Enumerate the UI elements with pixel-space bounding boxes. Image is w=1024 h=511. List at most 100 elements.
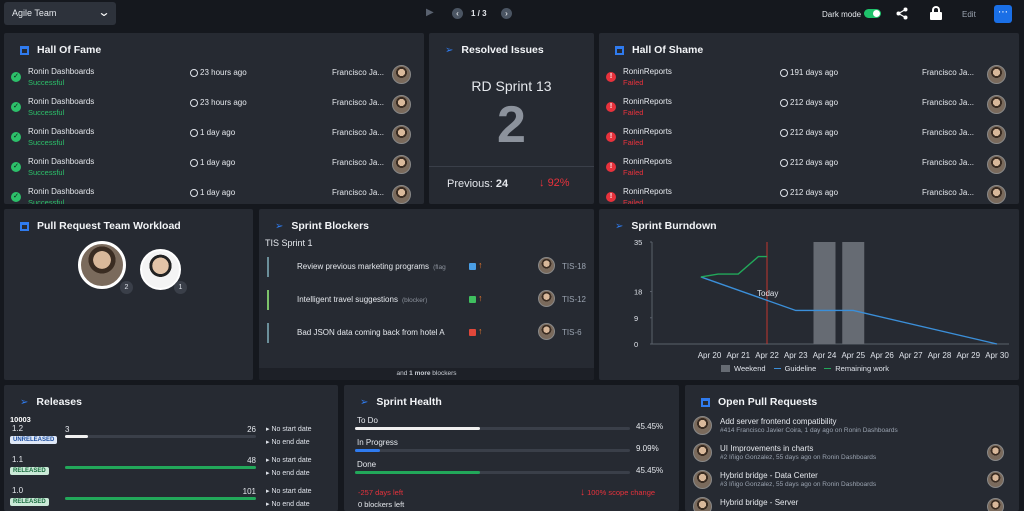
avatar[interactable] [693,416,712,435]
pull-request-item[interactable]: UI Improvements in charts #2 Iñigo Gonzal… [685,442,1019,468]
list-item[interactable]: ! RoninReports Failed 212 days ago Francisco… [599,95,1019,126]
previous-value: Previous: 24 [447,178,509,190]
list-item[interactable]: Bad JSON data coming back from hotel A ↑ T… [259,321,594,347]
list-item[interactable]: 1.0 RELEASED 101 ▸ No start date ▸ No end da… [4,486,338,511]
team-select[interactable]: Agile Team ⌄ [4,2,116,25]
build-user: Francisco Ja... [922,98,975,107]
issue-key[interactable]: TIS-12 [562,295,587,304]
list-item[interactable]: ✓ Ronin Dashboards Successful 1 day ago Fran… [4,125,424,156]
build-status: Failed [623,108,644,117]
share-icon[interactable] [896,7,908,20]
lock-icon[interactable] [930,6,942,20]
blocker-summary: Intelligent travel suggestions (blocker) [297,295,462,304]
avatar[interactable] [987,185,1006,204]
y-tick-label: 35 [634,238,642,247]
blockers-sprint-name: TIS Sprint 1 [265,238,313,248]
avatar[interactable] [78,241,126,289]
list-item[interactable]: ! RoninReports Failed 212 days ago Francisco… [599,125,1019,156]
play-icon[interactable]: ▶ [426,7,434,18]
list-item[interactable]: ✓ Ronin Dashboards Successful 1 day ago Fran… [4,155,424,186]
issue-key[interactable]: TIS-18 [562,262,587,271]
list-item[interactable]: Review previous marketing programs (flag ↑… [259,255,594,281]
issue-key[interactable]: TIS-6 [562,328,582,337]
avatar[interactable] [392,95,411,114]
list-item[interactable]: ! RoninReports Failed 191 days ago Francisco… [599,65,1019,96]
list-item[interactable]: 1.1 RELEASED 48 ▸ No start date ▸ No end dat… [4,455,338,485]
chevron-down-icon: ⌄ [97,5,111,19]
avatar[interactable] [987,95,1006,114]
dark-mode-toggle[interactable] [864,9,881,18]
build-name: RoninReports [623,67,672,76]
clock-icon [190,159,198,167]
legend-guideline: Guideline [784,364,817,373]
pin-icon: ➢ [615,220,624,232]
sprint-health-panel: ➢ Sprint Health To Do 45.45% In Progress 9.0… [344,385,679,511]
pull-request-item[interactable]: Add server frontend compatibility #414 Fr… [685,415,1019,441]
board-icon [20,221,29,231]
edit-button[interactable]: Edit [962,10,976,19]
pull-request-item[interactable]: Hybrid bridge - Data Center #3 Iñigo Gonz… [685,469,1019,495]
avatar[interactable] [392,185,411,204]
avatar[interactable] [538,323,555,340]
avatar[interactable] [538,290,555,307]
next-page-button[interactable]: › [501,8,512,19]
reviewer-avatar[interactable] [987,471,1004,488]
avatar[interactable] [693,497,712,511]
list-item[interactable]: 1.2 UNRELEASED 3 26 ▸ No start date ▸ No end … [4,424,338,454]
x-tick-label: Apr 23 [784,351,808,360]
avatar[interactable] [538,257,555,274]
release-start-date: ▸ No start date [266,426,312,433]
previous-page-button[interactable]: ‹ [452,8,463,19]
release-end-text: No end date [271,470,310,477]
more-blockers-link[interactable]: and 1 more blockers [259,368,594,380]
avatar[interactable] [693,443,712,462]
health-percent: 9.09% [636,444,659,453]
list-item[interactable]: ! RoninReports Failed 212 days ago Francisco… [599,155,1019,186]
list-item[interactable]: ! RoninReports Failed 212 days ago Francisco… [599,185,1019,204]
board-icon [701,397,710,407]
release-progress-bar [65,466,256,469]
avatar[interactable] [987,125,1006,144]
build-status: Failed [623,78,644,87]
clock-icon [190,129,198,137]
priority-arrow-up-icon: ↑ [478,260,483,270]
build-user: Francisco Ja... [922,188,975,197]
build-user: Francisco Ja... [332,188,385,197]
workload-count: 1 [174,281,187,294]
health-progress-fill [355,427,480,430]
list-item[interactable]: ✓ Ronin Dashboards Successful 1 day ago Fran… [4,185,424,204]
avatar[interactable] [987,65,1006,84]
more-options-button[interactable]: ⋯ [994,5,1012,23]
pin-icon: ➢ [360,396,369,408]
releases-panel: ➢ Releases 10003 1.2 UNRELEASED 3 26 ▸ No sta… [4,385,338,511]
reviewer-avatar[interactable] [987,498,1004,511]
list-item[interactable]: ✓ Ronin Dashboards Successful 23 hours ago F… [4,95,424,126]
avatar[interactable] [392,65,411,84]
pr-title[interactable]: UI Improvements in charts [720,444,814,453]
pr-meta: #3 Iñigo Gonzalez, 55 days ago on Ronin … [720,481,877,488]
error-circle-icon: ! [606,162,616,172]
list-item[interactable]: Intelligent travel suggestions (blocker) ↑… [259,288,594,314]
pr-title[interactable]: Hybrid bridge - Data Center [720,471,818,480]
pr-title[interactable]: Add server frontend compatibility [720,417,837,426]
avatar[interactable] [392,125,411,144]
pull-request-item[interactable]: Hybrid bridge - Server [685,496,1019,511]
avatar[interactable] [693,470,712,489]
list-item[interactable]: ✓ Ronin Dashboards Successful 23 hours ago F… [4,65,424,96]
release-project: 10003 [10,415,31,424]
chart-legend: Weekend Guideline Remaining work [721,364,889,373]
avatar[interactable] [392,155,411,174]
reviewer-avatar[interactable] [987,444,1004,461]
series-line-guideline [700,276,998,345]
build-status: Successful [28,108,65,117]
legend-guideline-swatch [773,368,781,369]
build-name: Ronin Dashboards [28,127,95,136]
release-status-badge: RELEASED [10,467,49,475]
build-name: RoninReports [623,127,672,136]
avatar[interactable] [987,155,1006,174]
release-start-date: ▸ No start date [266,457,312,464]
health-progress-fill [355,471,480,474]
release-end-date: ▸ No end date [266,501,310,508]
page-indicator: 1 / 3 [471,9,487,18]
pr-title[interactable]: Hybrid bridge - Server [720,498,799,507]
